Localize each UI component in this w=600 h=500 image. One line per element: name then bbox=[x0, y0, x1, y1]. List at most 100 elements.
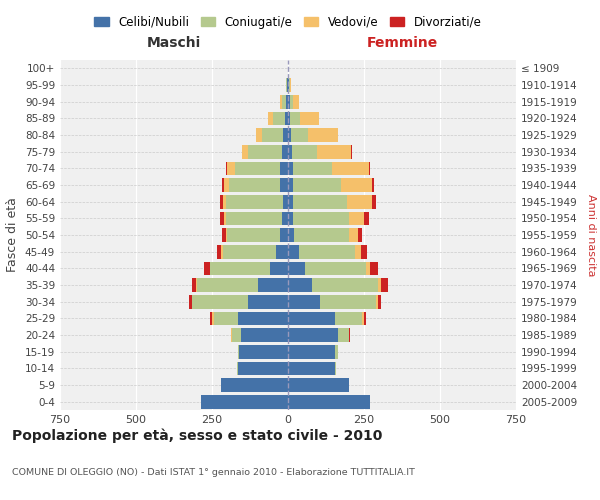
Bar bbox=[381, 278, 388, 292]
Bar bbox=[299, 112, 319, 125]
Bar bbox=[226, 195, 283, 208]
Bar bbox=[257, 278, 288, 292]
Bar bbox=[361, 245, 367, 258]
Bar bbox=[211, 312, 212, 325]
Bar bbox=[308, 128, 338, 142]
Bar bbox=[217, 245, 221, 258]
Bar bbox=[347, 195, 371, 208]
Bar bbox=[299, 245, 355, 258]
Bar bbox=[282, 145, 288, 158]
Bar bbox=[371, 178, 374, 192]
Bar bbox=[220, 212, 224, 225]
Bar bbox=[288, 162, 293, 175]
Bar bbox=[288, 345, 335, 358]
Bar bbox=[288, 178, 293, 192]
Bar bbox=[239, 345, 288, 358]
Bar bbox=[349, 228, 358, 242]
Bar bbox=[273, 112, 285, 125]
Bar bbox=[288, 95, 290, 108]
Bar bbox=[227, 228, 280, 242]
Bar bbox=[211, 262, 270, 275]
Bar bbox=[287, 78, 288, 92]
Bar bbox=[368, 162, 370, 175]
Bar bbox=[224, 212, 226, 225]
Bar bbox=[283, 195, 288, 208]
Bar bbox=[221, 245, 223, 258]
Bar bbox=[313, 278, 377, 292]
Bar bbox=[371, 195, 376, 208]
Bar bbox=[293, 212, 349, 225]
Bar bbox=[338, 328, 349, 342]
Bar bbox=[221, 378, 288, 392]
Bar bbox=[320, 295, 376, 308]
Bar bbox=[192, 295, 248, 308]
Bar bbox=[212, 312, 214, 325]
Text: Maschi: Maschi bbox=[147, 36, 201, 50]
Bar bbox=[292, 145, 317, 158]
Bar bbox=[231, 328, 232, 342]
Bar bbox=[290, 95, 293, 108]
Bar bbox=[365, 262, 370, 275]
Bar bbox=[288, 395, 370, 408]
Bar bbox=[335, 362, 336, 375]
Bar bbox=[288, 78, 289, 92]
Bar bbox=[220, 195, 223, 208]
Bar bbox=[286, 95, 288, 108]
Bar bbox=[238, 362, 288, 375]
Bar bbox=[364, 312, 365, 325]
Bar bbox=[341, 178, 371, 192]
Bar bbox=[293, 195, 347, 208]
Bar bbox=[280, 228, 288, 242]
Bar bbox=[224, 178, 229, 192]
Bar bbox=[335, 312, 362, 325]
Bar bbox=[226, 228, 227, 242]
Bar bbox=[288, 212, 293, 225]
Bar bbox=[191, 278, 196, 292]
Bar bbox=[280, 95, 282, 108]
Bar bbox=[238, 345, 239, 358]
Bar bbox=[288, 312, 335, 325]
Bar bbox=[332, 162, 368, 175]
Bar bbox=[288, 328, 338, 342]
Bar bbox=[205, 262, 210, 275]
Bar bbox=[370, 262, 377, 275]
Bar bbox=[280, 162, 288, 175]
Bar bbox=[222, 178, 224, 192]
Bar bbox=[214, 312, 238, 325]
Bar bbox=[288, 362, 335, 375]
Bar bbox=[268, 112, 273, 125]
Bar bbox=[226, 212, 282, 225]
Bar bbox=[223, 245, 276, 258]
Bar bbox=[227, 162, 235, 175]
Bar bbox=[283, 128, 288, 142]
Text: Popolazione per età, sesso e stato civile - 2010: Popolazione per età, sesso e stato civil… bbox=[12, 428, 382, 443]
Bar bbox=[242, 145, 248, 158]
Bar bbox=[358, 228, 362, 242]
Bar bbox=[376, 295, 377, 308]
Bar bbox=[289, 78, 290, 92]
Bar bbox=[285, 112, 288, 125]
Bar bbox=[248, 295, 288, 308]
Y-axis label: Anni di nascita: Anni di nascita bbox=[586, 194, 596, 276]
Bar bbox=[293, 162, 332, 175]
Bar bbox=[210, 262, 211, 275]
Bar bbox=[256, 128, 262, 142]
Bar bbox=[286, 78, 287, 92]
Bar bbox=[288, 195, 293, 208]
Bar bbox=[349, 212, 364, 225]
Bar bbox=[189, 295, 191, 308]
Bar bbox=[222, 228, 226, 242]
Bar bbox=[377, 295, 381, 308]
Bar bbox=[191, 295, 192, 308]
Bar bbox=[288, 128, 291, 142]
Bar bbox=[364, 212, 368, 225]
Bar bbox=[349, 328, 350, 342]
Legend: Celibi/Nubili, Coniugati/e, Vedovi/e, Divorziati/e: Celibi/Nubili, Coniugati/e, Vedovi/e, Di… bbox=[89, 11, 487, 34]
Y-axis label: Fasce di età: Fasce di età bbox=[7, 198, 19, 272]
Bar bbox=[276, 245, 288, 258]
Bar bbox=[317, 145, 351, 158]
Bar bbox=[230, 328, 231, 342]
Bar bbox=[293, 178, 341, 192]
Bar bbox=[202, 395, 288, 408]
Bar bbox=[270, 262, 288, 275]
